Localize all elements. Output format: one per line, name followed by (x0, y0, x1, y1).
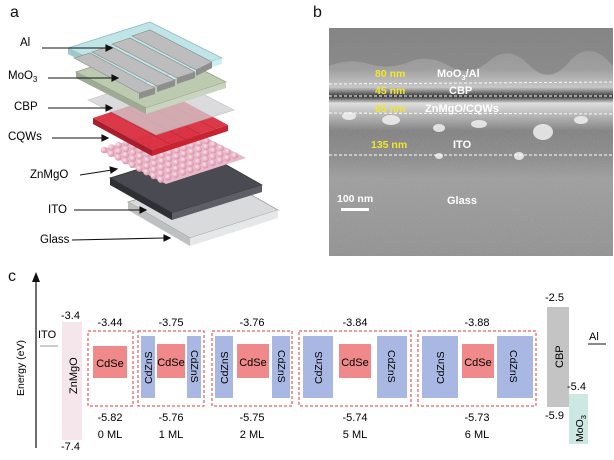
svg-text:CdZnS: CdZnS (507, 350, 519, 383)
panel-c-letter: c (8, 268, 16, 285)
device-stack-illustration: Al MoO3 CBP CQWs ZnMgO ITO Glass (8, 21, 279, 246)
svg-text:2 ML: 2 ML (240, 429, 264, 441)
layer-label-moo3: MoO3 (8, 70, 38, 84)
layer-arrows (42, 44, 172, 242)
svg-text:CdZnS: CdZnS (275, 350, 287, 383)
svg-text:-7.4: -7.4 (61, 441, 80, 453)
group-5ml: CdZnS CdSe CdZnS -3.84 -5.74 5 ML (298, 317, 412, 441)
layer-label-cqws: CQWs (8, 131, 42, 143)
cbp-level: CBP -2.5 -5.9 (545, 292, 569, 422)
svg-text:-3.4: -3.4 (61, 310, 80, 322)
thickness-cbp: 45 nm (375, 85, 405, 97)
svg-text:6 ML: 6 ML (465, 429, 489, 441)
svg-text:CdSe: CdSe (341, 357, 369, 369)
group-2ml: CdZnS CdSe CdZnS -3.76 -5.75 2 ML (211, 317, 293, 441)
svg-text:-5.75: -5.75 (239, 412, 264, 424)
svg-text:CdSe: CdSe (96, 358, 124, 370)
svg-text:MoO3: MoO3 (574, 415, 588, 442)
ito-layer (108, 149, 264, 220)
svg-text:100 nm: 100 nm (337, 193, 373, 205)
ito-label: ITO (38, 329, 57, 341)
svg-text:0 ML: 0 ML (98, 429, 122, 441)
svg-text:CdSe: CdSe (239, 357, 267, 369)
thickness-znmgo-cqws: 65 nm (375, 103, 405, 115)
scale-bar: 100 nm (337, 193, 373, 211)
moo3-level: MoO3 -5.4 (567, 381, 588, 444)
al-label: Al (589, 331, 599, 343)
y-axis: Energy (eV) (15, 272, 40, 448)
svg-text:-5.82: -5.82 (97, 412, 122, 424)
znmgo-level: ZnMgO -3.4 -7.4 (61, 310, 82, 453)
svg-text:CdZnS: CdZnS (143, 351, 155, 384)
svg-text:-3.76: -3.76 (239, 317, 264, 329)
svg-text:ZnMgO: ZnMgO (68, 357, 80, 394)
thickness-ito: 135 nm (371, 139, 407, 151)
layer-label-al: Al (20, 37, 30, 49)
sem-label-ito: ITO (453, 139, 472, 151)
svg-text:CdZnS: CdZnS (219, 351, 231, 384)
svg-text:-5.73: -5.73 (464, 412, 489, 424)
svg-text:1 ML: 1 ML (159, 429, 183, 441)
svg-text:-3.44: -3.44 (97, 317, 122, 329)
sem-cross-section: 80 nm 45 nm 65 nm 135 nm MoO3/Al CBP ZnM… (329, 28, 613, 256)
layer-label-cbp: CBP (14, 101, 38, 113)
svg-text:-3.88: -3.88 (464, 317, 489, 329)
svg-text:-5.74: -5.74 (342, 412, 367, 424)
layer-label-ito: ITO (48, 204, 67, 216)
group-6ml: CdZnS CdSe CdZnS -3.88 -5.73 6 ML (417, 317, 537, 441)
group-0ml: CdSe -3.44 -5.82 0 ML (87, 317, 134, 441)
svg-text:5 ML: 5 ML (343, 429, 367, 441)
svg-text:CdZnS: CdZnS (435, 351, 447, 384)
al-electrode-stripes (73, 29, 213, 99)
energy-level-diagram: Energy (eV) ITO ZnMgO -3.4 -7.4 CdSe -3.… (15, 272, 606, 453)
svg-text:CdZnS: CdZnS (313, 351, 325, 384)
svg-text:-5.76: -5.76 (158, 412, 183, 424)
group-1ml: CdZnS CdSe CdZnS -3.75 -5.76 1 ML (137, 317, 205, 441)
svg-text:-3.84: -3.84 (342, 317, 367, 329)
svg-text:-2.5: -2.5 (545, 292, 564, 304)
sem-label-moo3-al: MoO3/Al (437, 68, 480, 82)
sem-label-glass: Glass (447, 195, 477, 207)
panel-b-letter: b (313, 4, 322, 21)
layer-label-znmgo: ZnMgO (30, 169, 68, 181)
layer-label-glass: Glass (40, 234, 70, 246)
sem-label-cbp: CBP (449, 85, 472, 97)
panel-a-letter: a (10, 4, 19, 21)
svg-text:-3.75: -3.75 (158, 317, 183, 329)
svg-text:CdSe: CdSe (464, 357, 492, 369)
thickness-moo3-al: 80 nm (375, 68, 405, 80)
svg-text:CdZnS: CdZnS (385, 350, 397, 383)
svg-text:CdZnS: CdZnS (188, 350, 200, 383)
sem-label-znmgo-cqws: ZnMgO/CQWs (425, 103, 499, 115)
svg-text:CdSe: CdSe (157, 357, 185, 369)
y-axis-label: Energy (eV) (15, 340, 27, 396)
svg-text:-5.4: -5.4 (567, 381, 586, 393)
svg-text:CBP: CBP (554, 345, 566, 368)
svg-text:-5.9: -5.9 (545, 410, 564, 422)
